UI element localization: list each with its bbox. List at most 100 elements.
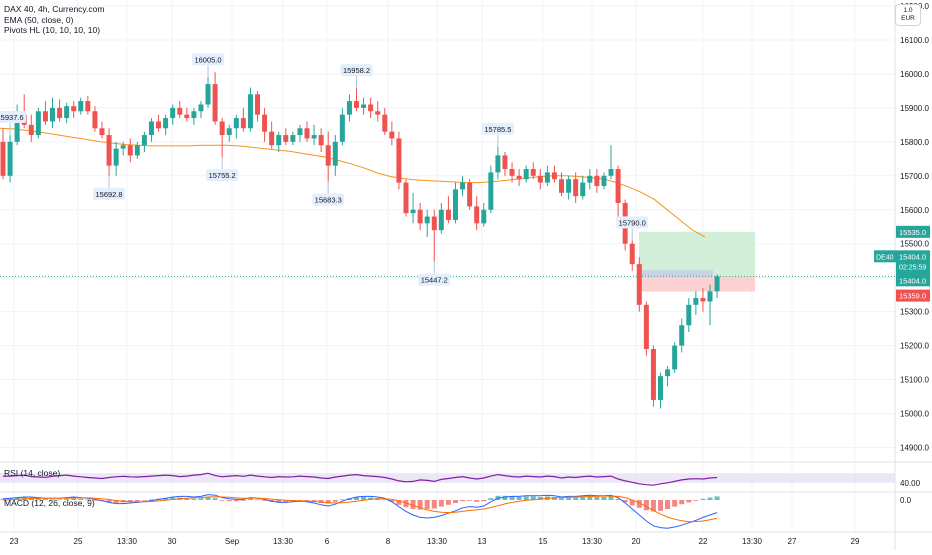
- candle-body[interactable]: [665, 369, 671, 377]
- candle-body[interactable]: [389, 131, 395, 139]
- macd-pane[interactable]: [0, 494, 720, 529]
- candle-body[interactable]: [106, 135, 112, 166]
- candle-body[interactable]: [262, 114, 268, 132]
- candle-body[interactable]: [650, 348, 656, 400]
- candle-body[interactable]: [693, 298, 699, 305]
- candle-body[interactable]: [672, 345, 678, 370]
- candle-body[interactable]: [134, 145, 140, 156]
- candle-body[interactable]: [382, 114, 388, 132]
- candle-body[interactable]: [643, 304, 649, 349]
- candle-body[interactable]: [629, 243, 635, 265]
- candle-body[interactable]: [71, 106, 77, 112]
- currency-button[interactable]: 1.0 EUR: [895, 4, 921, 26]
- candle-body[interactable]: [601, 175, 607, 186]
- candle-body[interactable]: [113, 148, 119, 166]
- candle-body[interactable]: [573, 179, 579, 197]
- candle-body[interactable]: [240, 118, 246, 129]
- candle-body[interactable]: [156, 121, 162, 129]
- candle-body[interactable]: [283, 135, 289, 142]
- candle-body[interactable]: [658, 376, 664, 400]
- candle-body[interactable]: [636, 264, 642, 305]
- candle-body[interactable]: [587, 175, 593, 183]
- candle-body[interactable]: [452, 189, 458, 220]
- candle-body[interactable]: [509, 169, 515, 176]
- candle-body[interactable]: [247, 94, 253, 129]
- candle-body[interactable]: [424, 216, 430, 224]
- candle-body[interactable]: [481, 209, 487, 224]
- candle-body[interactable]: [410, 209, 416, 214]
- entry-zone[interactable]: [639, 270, 713, 277]
- candle-body[interactable]: [530, 169, 536, 176]
- candle-body[interactable]: [226, 128, 232, 136]
- candle-body[interactable]: [339, 114, 345, 142]
- candle-body[interactable]: [233, 118, 239, 129]
- candle-body[interactable]: [523, 169, 529, 180]
- candle-body[interactable]: [7, 141, 13, 176]
- candle-body[interactable]: [78, 101, 84, 112]
- candle-body[interactable]: [14, 114, 20, 142]
- candle-body[interactable]: [403, 182, 409, 214]
- candle-body[interactable]: [516, 175, 522, 180]
- candle-body[interactable]: [191, 111, 197, 119]
- candle-body[interactable]: [318, 135, 324, 146]
- candle-body[interactable]: [184, 114, 190, 119]
- candle-body[interactable]: [141, 135, 147, 146]
- candle-body[interactable]: [297, 128, 303, 136]
- candle-body[interactable]: [368, 104, 374, 112]
- candle-body[interactable]: [64, 106, 70, 119]
- candle-body[interactable]: [346, 101, 352, 115]
- candle-body[interactable]: [580, 182, 586, 197]
- take-profit-zone[interactable]: [639, 231, 755, 277]
- rsi-legend[interactable]: RSI (14, close): [4, 468, 61, 478]
- candle-body[interactable]: [537, 175, 543, 183]
- candle-body[interactable]: [354, 101, 359, 108]
- candle-body[interactable]: [551, 172, 557, 180]
- candle-body[interactable]: [361, 104, 367, 108]
- candle-body[interactable]: [396, 138, 402, 183]
- candle-body[interactable]: [85, 101, 91, 112]
- candle-body[interactable]: [276, 135, 282, 146]
- candle-body[interactable]: [148, 121, 154, 136]
- candle-body[interactable]: [205, 84, 211, 105]
- candle-body[interactable]: [219, 121, 225, 136]
- candle-body[interactable]: [375, 111, 381, 115]
- candle-body[interactable]: [325, 145, 331, 166]
- candle-body[interactable]: [49, 107, 55, 122]
- symbol-title[interactable]: DAX 40, 4h, Currency.com: [4, 4, 105, 14]
- candle-body[interactable]: [594, 175, 600, 186]
- candle-body[interactable]: [438, 209, 444, 231]
- candle-body[interactable]: [707, 291, 713, 302]
- candle-body[interactable]: [28, 124, 34, 136]
- candle-body[interactable]: [495, 155, 501, 173]
- candle-body[interactable]: [460, 182, 466, 190]
- candle-body[interactable]: [445, 209, 451, 220]
- candle-body[interactable]: [57, 107, 63, 119]
- candle-body[interactable]: [311, 135, 317, 139]
- candle-body[interactable]: [700, 298, 706, 302]
- candle-body[interactable]: [502, 155, 508, 170]
- candle-body[interactable]: [0, 141, 6, 176]
- candle-body[interactable]: [679, 325, 685, 346]
- candle-body[interactable]: [212, 84, 218, 122]
- candle-body[interactable]: [608, 169, 614, 176]
- candle-body[interactable]: [467, 182, 473, 207]
- candle-body[interactable]: [177, 107, 183, 115]
- candle-body[interactable]: [269, 131, 275, 146]
- candle-body[interactable]: [566, 179, 572, 193]
- candle-body[interactable]: [559, 179, 565, 193]
- candle-body[interactable]: [198, 104, 204, 112]
- candle-body[interactable]: [35, 111, 41, 136]
- candle-body[interactable]: [332, 141, 338, 166]
- candle-body[interactable]: [544, 172, 550, 183]
- candle-body[interactable]: [431, 216, 437, 231]
- candle-body[interactable]: [686, 304, 692, 326]
- candle-body[interactable]: [163, 118, 169, 129]
- ema-indicator-label[interactable]: EMA (50, close, 0): [4, 14, 74, 25]
- rsi-pane[interactable]: [0, 472, 895, 486]
- stop-loss-zone[interactable]: [639, 276, 755, 292]
- candle-body[interactable]: [255, 94, 261, 115]
- candle-body[interactable]: [170, 107, 176, 119]
- candle-body[interactable]: [474, 206, 480, 224]
- candle-body[interactable]: [714, 276, 720, 292]
